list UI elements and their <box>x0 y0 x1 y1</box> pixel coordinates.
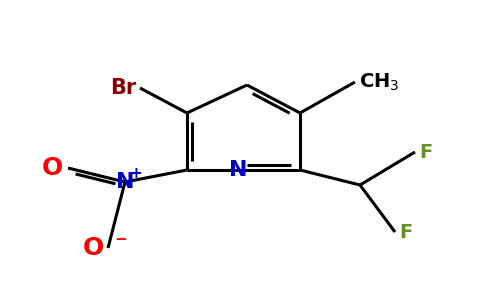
Text: O: O <box>83 236 104 260</box>
Text: F: F <box>399 223 412 242</box>
Text: N: N <box>116 172 134 192</box>
Text: F: F <box>419 142 432 161</box>
Text: +: + <box>130 166 142 181</box>
Text: Br: Br <box>110 78 136 98</box>
Text: −: − <box>114 232 127 247</box>
Text: O: O <box>42 156 63 180</box>
Text: CH$_3$: CH$_3$ <box>359 71 399 93</box>
Text: N: N <box>229 160 247 180</box>
